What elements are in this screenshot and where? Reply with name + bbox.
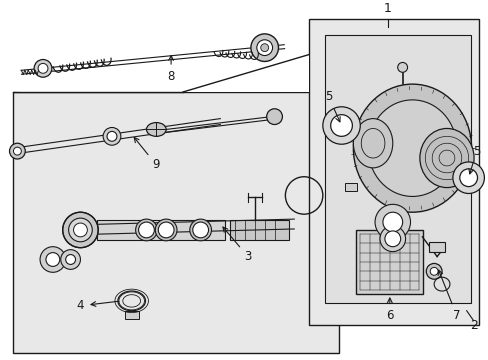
Text: 4: 4 (77, 299, 119, 312)
Circle shape (429, 267, 437, 275)
FancyBboxPatch shape (308, 19, 478, 324)
Circle shape (61, 249, 81, 269)
Circle shape (158, 222, 174, 238)
FancyBboxPatch shape (324, 35, 469, 303)
FancyBboxPatch shape (428, 242, 444, 252)
Circle shape (46, 253, 60, 266)
Ellipse shape (367, 100, 456, 197)
Text: 5: 5 (325, 90, 340, 122)
Circle shape (260, 44, 268, 51)
FancyBboxPatch shape (356, 230, 423, 294)
Text: 7: 7 (437, 270, 460, 322)
Circle shape (250, 34, 278, 62)
FancyBboxPatch shape (345, 183, 357, 190)
FancyBboxPatch shape (124, 311, 138, 319)
Text: 3: 3 (223, 227, 251, 263)
Ellipse shape (353, 118, 392, 168)
Ellipse shape (146, 122, 166, 136)
Ellipse shape (419, 129, 473, 188)
Circle shape (379, 226, 405, 252)
Circle shape (322, 107, 360, 144)
Circle shape (135, 219, 157, 241)
Circle shape (426, 264, 441, 279)
Circle shape (65, 255, 75, 265)
Ellipse shape (353, 84, 470, 212)
Text: 5: 5 (468, 145, 479, 174)
Circle shape (374, 204, 410, 240)
Circle shape (452, 162, 484, 193)
Circle shape (382, 212, 402, 232)
Text: 1: 1 (383, 2, 391, 15)
Circle shape (384, 231, 400, 247)
Circle shape (330, 115, 352, 136)
Circle shape (192, 222, 208, 238)
Circle shape (107, 131, 117, 141)
Text: 9: 9 (134, 138, 160, 171)
Circle shape (138, 222, 154, 238)
Circle shape (103, 127, 121, 145)
Circle shape (34, 59, 52, 77)
FancyBboxPatch shape (14, 92, 338, 353)
Circle shape (73, 223, 87, 237)
Circle shape (9, 143, 25, 159)
Circle shape (38, 63, 48, 73)
Text: 6: 6 (386, 298, 393, 322)
Circle shape (155, 219, 177, 241)
Circle shape (459, 169, 477, 186)
Circle shape (256, 40, 272, 55)
Circle shape (40, 247, 65, 272)
Circle shape (68, 218, 92, 242)
Polygon shape (14, 55, 308, 92)
Circle shape (62, 212, 98, 248)
Circle shape (397, 62, 407, 72)
Circle shape (14, 147, 21, 155)
Text: 2: 2 (468, 319, 477, 332)
FancyBboxPatch shape (97, 220, 225, 240)
Circle shape (266, 109, 282, 125)
FancyBboxPatch shape (230, 220, 289, 240)
Text: 8: 8 (167, 56, 174, 83)
Circle shape (189, 219, 211, 241)
